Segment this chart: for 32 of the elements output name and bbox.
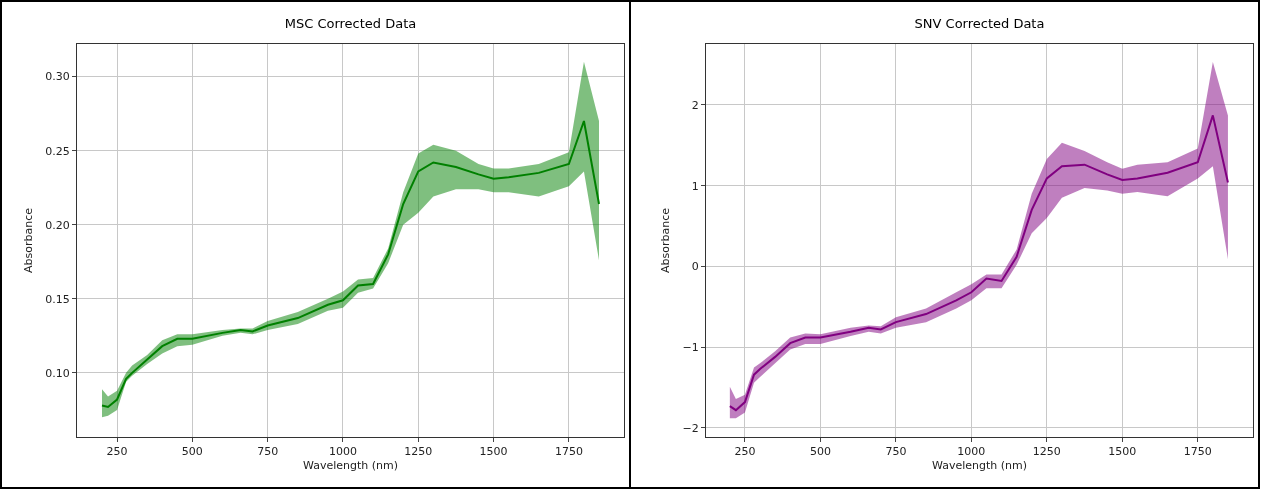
y-tick-label: 0.20 [45,218,70,232]
y-tick-label: −2 [682,421,699,435]
y-tick-label: 0.10 [45,366,70,380]
y-axis-title: Absorbance [659,207,673,274]
x-tick-label: 1250 [404,445,433,459]
x-tick-label: 1750 [1183,445,1212,459]
x-tick-label: 1000 [957,445,986,459]
y-tick-label: −1 [682,341,699,355]
y-tick-label: 0 [691,260,699,274]
x-tick-label: 1000 [328,445,357,459]
x-tick-label: 1500 [479,445,508,459]
x-tick-label: 750 [885,445,907,459]
x-tick-label: 250 [106,445,128,459]
x-tick-label: 750 [257,445,279,459]
line-series [728,114,1229,412]
y-tick-label: 2 [691,98,699,112]
x-tick-label: 1750 [554,445,583,459]
y-tick-label: 0.30 [45,70,70,84]
x-tick-label: 1500 [1108,445,1137,459]
y-tick-label: 1 [691,179,699,193]
chart-title: SNV Corrected Data [914,16,1045,32]
y-tick-label: 0.25 [45,144,70,158]
x-tick-label: 250 [734,445,756,459]
x-tick-label: 500 [181,445,203,459]
x-tick-label: 1250 [1032,445,1061,459]
x-axis-title: Wavelength (nm) [302,459,399,473]
y-axis-title: Absorbance [21,207,35,274]
x-axis-title: Wavelength (nm) [931,459,1028,473]
line-series [101,120,600,408]
chart-title: MSC Corrected Data [284,16,417,32]
y-tick-label: 0.15 [45,292,70,306]
x-tick-label: 500 [809,445,831,459]
